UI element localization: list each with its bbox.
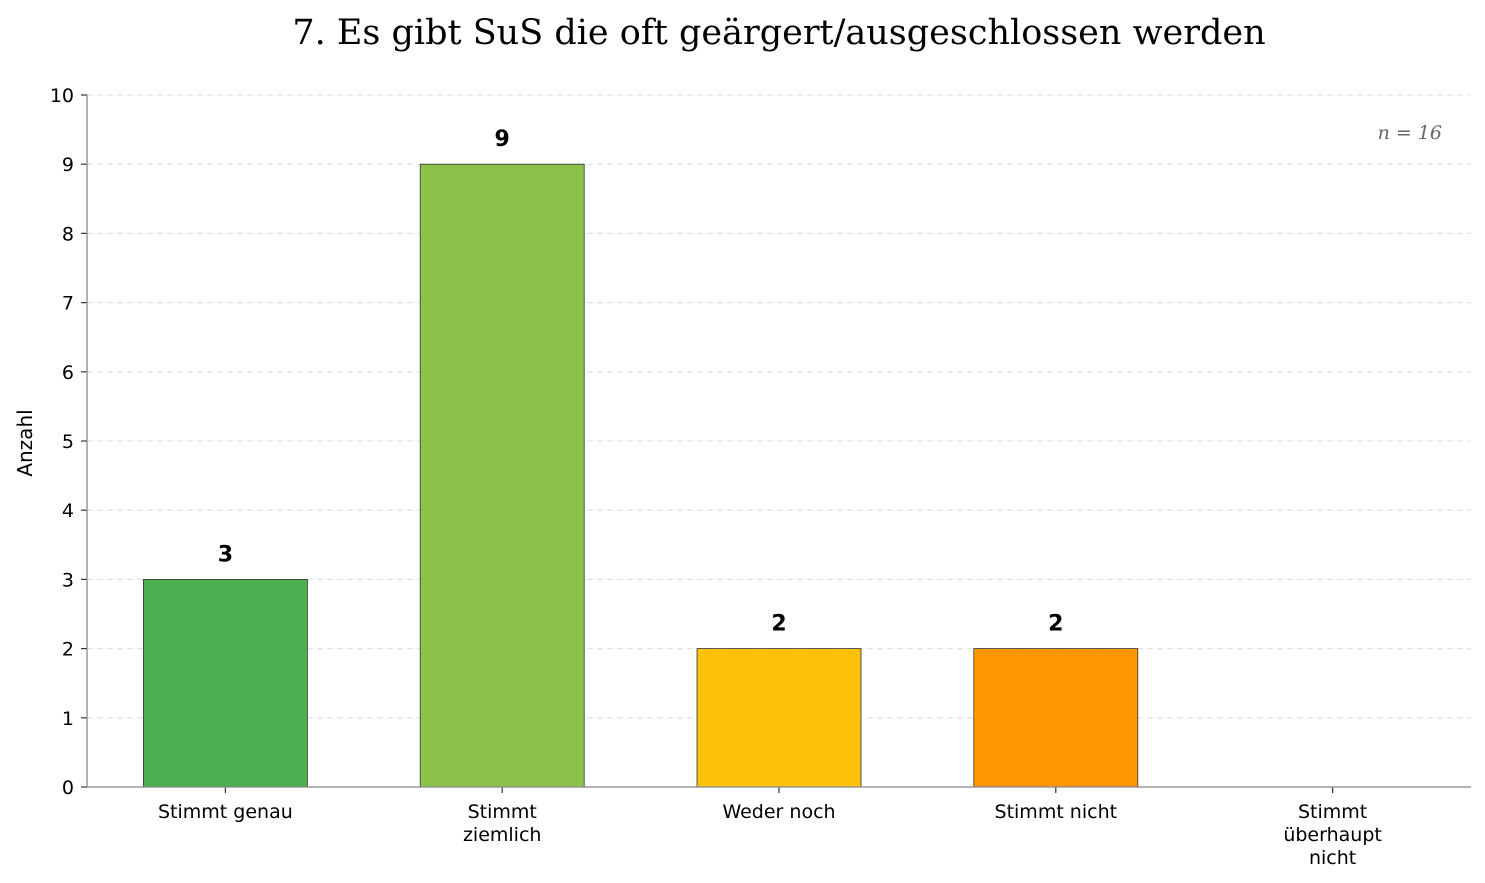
chart-title: 7. Es gibt SuS die oft geärgert/ausgesch… xyxy=(292,13,1265,53)
bar xyxy=(696,648,862,788)
x-tick-label: Stimmt nicht xyxy=(995,801,1118,823)
y-tick-label: 9 xyxy=(62,154,74,176)
data-label: 9 xyxy=(495,127,510,152)
y-tick-label: 10 xyxy=(50,85,74,107)
y-tick-label: 1 xyxy=(62,708,74,730)
y-axis-label: Anzahl xyxy=(13,409,37,476)
data-label: 2 xyxy=(1048,612,1063,637)
y-tick-label: 8 xyxy=(62,223,74,245)
y-tick-label: 7 xyxy=(62,293,74,315)
x-tick-label: Weder noch xyxy=(722,801,835,823)
y-tick-label: 0 xyxy=(62,777,74,799)
x-tick-label: Stimmt überhaupt nicht xyxy=(1283,801,1382,869)
bar xyxy=(973,648,1139,788)
bar xyxy=(142,579,308,788)
bar xyxy=(419,163,585,788)
data-label: 2 xyxy=(771,612,786,637)
x-tick-label: Stimmt genau xyxy=(158,801,293,823)
data-label: 3 xyxy=(218,542,233,567)
sample-size-annotation: n = 16 xyxy=(1378,122,1442,144)
y-tick-label: 6 xyxy=(62,362,74,384)
y-tick-label: 4 xyxy=(62,500,74,522)
y-tick-label: 5 xyxy=(62,431,74,453)
x-tick-label: Stimmt ziemlich xyxy=(463,801,542,846)
y-tick-label: 2 xyxy=(62,639,74,661)
y-tick-label: 3 xyxy=(62,569,74,591)
